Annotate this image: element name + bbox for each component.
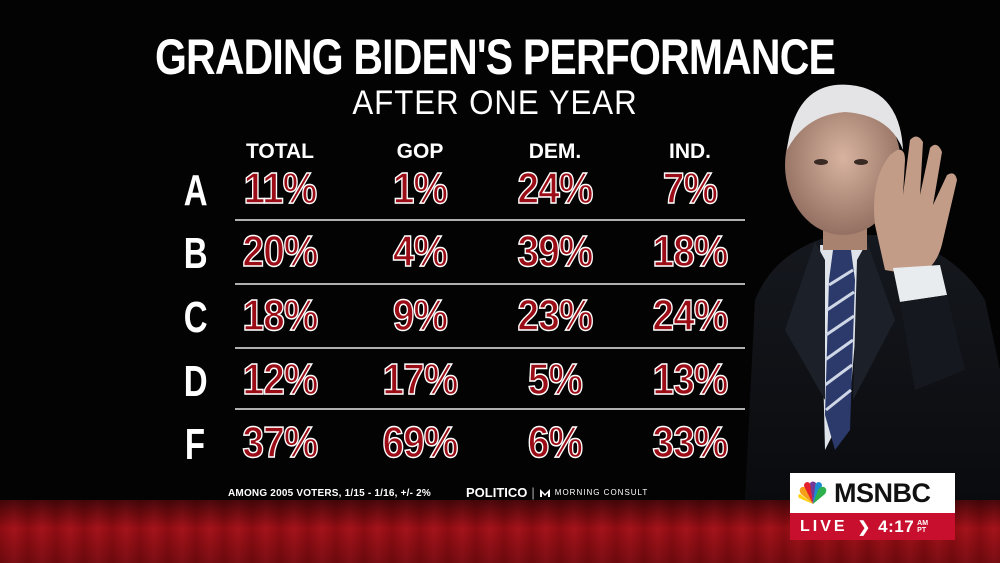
- morning-consult-icon: [539, 488, 550, 497]
- poll-footnote: AMONG 2005 VOTERS, 1/15 - 1/16, +/- 2%: [228, 488, 431, 499]
- morning-consult-logo: MORNING CONSULT: [554, 488, 649, 497]
- value-cell: 33%: [652, 417, 729, 468]
- value-cell: 24%: [652, 290, 729, 341]
- graphic-subtitle: AFTER ONE YEAR: [352, 84, 638, 122]
- row-divider: [235, 408, 745, 410]
- chevron-right-icon: ❯: [857, 518, 871, 536]
- value-cell: 1%: [392, 163, 448, 214]
- grade-label: C: [183, 293, 208, 342]
- time-suffix: AM PT: [917, 520, 928, 534]
- broadcast-time: 4:17: [878, 516, 915, 536]
- value-cell: 7%: [662, 163, 718, 214]
- column-header-ind: IND.: [669, 140, 711, 163]
- timezone-label: PT: [917, 526, 927, 534]
- speaker-photo: [745, 84, 1000, 500]
- row-divider: [235, 283, 745, 285]
- grade-row-a: A 11% 1% 24% 7%: [180, 162, 745, 222]
- column-header-dem: DEM.: [528, 140, 582, 163]
- grade-row-f: F 37% 69% 6% 33%: [180, 416, 740, 476]
- column-header-gop: GOP: [396, 140, 444, 163]
- value-cell: 6%: [527, 417, 583, 468]
- value-cell: 69%: [382, 417, 459, 468]
- graphic-title: GRADING BIDEN'S PERFORMANCE: [154, 29, 836, 85]
- value-cell: 12%: [242, 354, 319, 405]
- value-cell: 5%: [527, 354, 583, 405]
- value-cell: 9%: [392, 290, 448, 341]
- value-cell: 20%: [242, 226, 319, 277]
- grade-label: D: [183, 357, 208, 406]
- row-divider: [235, 219, 745, 221]
- value-cell: 4%: [392, 226, 448, 277]
- grade-row-b: B 20% 4% 39% 18%: [180, 225, 745, 285]
- peacock-icon: [798, 481, 827, 504]
- grade-label: F: [184, 420, 206, 469]
- grade-label: B: [183, 229, 208, 278]
- live-indicator: LIVE ❯ 4:17 AM PT: [790, 513, 955, 540]
- grade-label: A: [183, 166, 208, 215]
- live-label: LIVE: [800, 517, 848, 535]
- value-cell: 37%: [242, 417, 319, 468]
- network-logo-text: MSNBC: [834, 477, 931, 508]
- politico-logo: POLITICO: [466, 485, 528, 500]
- value-cell: 13%: [652, 354, 729, 405]
- network-logo: MSNBC: [790, 473, 955, 513]
- value-cell: 18%: [652, 226, 729, 277]
- grade-row-c: C 18% 9% 23% 24%: [180, 289, 745, 349]
- row-divider: [235, 347, 745, 349]
- grade-row-d: D 12% 17% 5% 13%: [180, 353, 745, 413]
- value-cell: 18%: [242, 290, 319, 341]
- value-cell: 17%: [382, 354, 459, 405]
- column-header-total: TOTAL: [245, 140, 315, 163]
- am-label: AM: [917, 519, 929, 527]
- value-cell: 24%: [517, 163, 594, 214]
- sponsor-separator: |: [531, 485, 535, 500]
- poll-sponsor: POLITICO | MORNING CONSULT: [466, 485, 648, 500]
- value-cell: 39%: [517, 226, 594, 277]
- value-cell: 23%: [517, 290, 594, 341]
- value-cell: 11%: [243, 163, 318, 214]
